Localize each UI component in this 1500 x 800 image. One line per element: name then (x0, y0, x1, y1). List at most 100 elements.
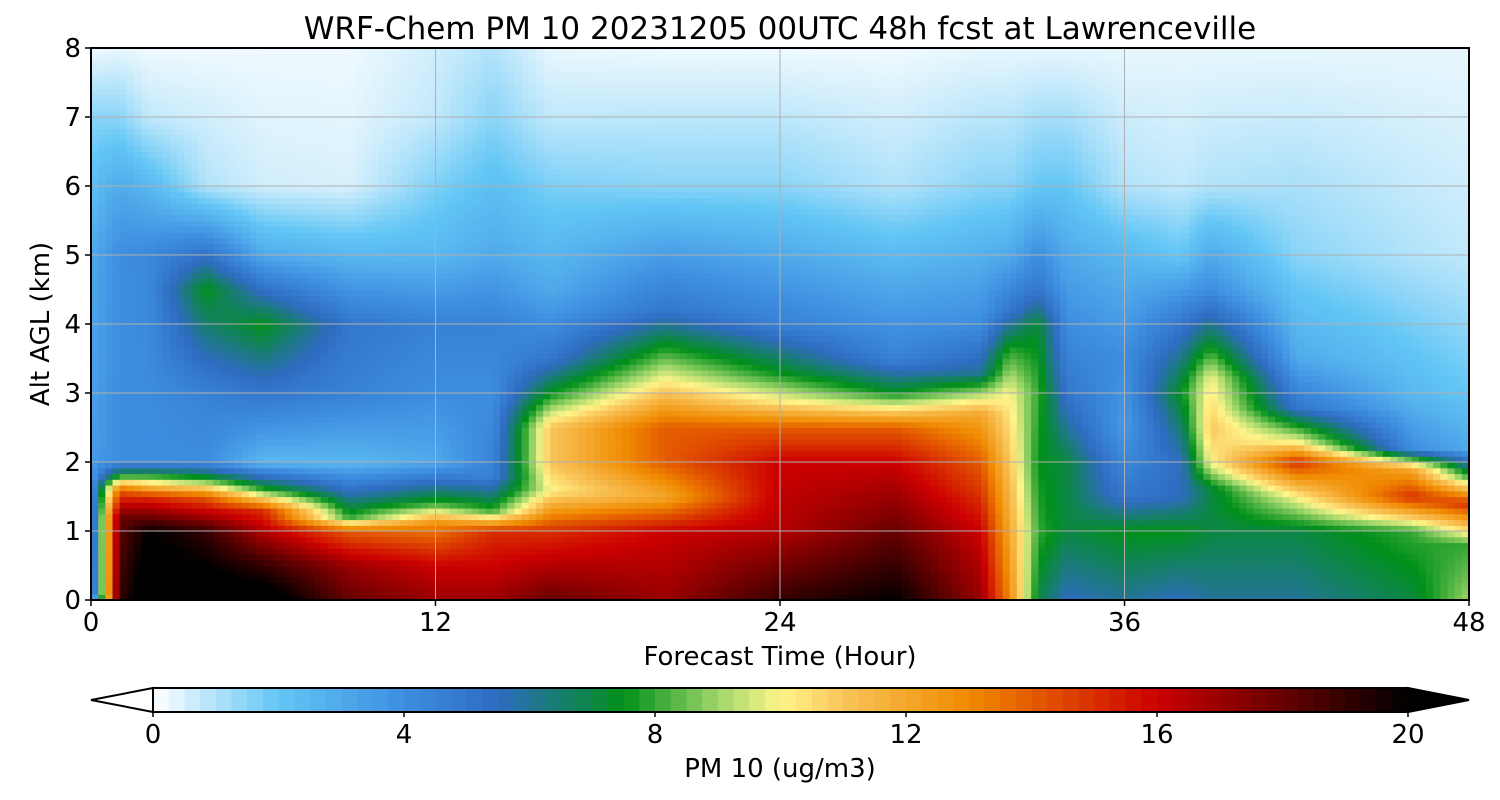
field-cell (327, 588, 336, 595)
field-cell (227, 48, 236, 55)
field-cell (306, 186, 315, 193)
field-cell (457, 99, 465, 107)
field-cell (413, 191, 422, 199)
field-cell (299, 341, 307, 348)
field-cell (270, 220, 279, 227)
field-cell (327, 117, 336, 124)
field-cell (91, 387, 99, 394)
field-cell (263, 542, 272, 549)
field-cell (126, 427, 135, 434)
field-cell (155, 324, 164, 331)
field-cell (277, 76, 286, 84)
field-cell (270, 588, 279, 595)
field-cell (320, 128, 329, 135)
field-cell (363, 278, 372, 285)
field-cell (428, 117, 437, 124)
field-cell (256, 306, 264, 314)
field-cell (327, 513, 336, 521)
field-cell (155, 508, 164, 515)
field-cell (256, 157, 264, 164)
field-cell (234, 197, 243, 204)
field-cell (169, 565, 178, 572)
field-cell (241, 306, 250, 314)
field-cell (248, 48, 257, 55)
field-cell (406, 324, 415, 331)
field-cell (428, 582, 437, 590)
field-cell (313, 232, 322, 239)
field-cell (399, 151, 408, 158)
field-cell (306, 99, 315, 107)
field-cell (349, 289, 358, 296)
field-cell (126, 209, 135, 216)
field-cell (385, 594, 394, 600)
field-cell (385, 203, 394, 210)
field-cell (205, 416, 214, 423)
field-cell (177, 117, 185, 124)
field-cell (177, 197, 185, 204)
field-cell (198, 306, 207, 314)
field-cell (134, 485, 142, 492)
field-cell (349, 88, 358, 95)
field-cell (413, 232, 422, 239)
field-cell (148, 450, 157, 457)
field-cell (126, 191, 135, 199)
field-cell (270, 347, 279, 354)
field-cell (413, 427, 422, 434)
field-cell (449, 502, 458, 509)
field-cell (184, 48, 193, 55)
field-cell (349, 404, 358, 411)
field-cell (169, 249, 178, 256)
field-cell (105, 197, 114, 204)
field-cell (435, 554, 444, 561)
field-cell (162, 255, 171, 262)
field-cell (363, 220, 372, 227)
field-cell (392, 393, 401, 400)
field-cell (91, 243, 99, 250)
field-cell (213, 352, 221, 360)
field-cell (169, 473, 178, 480)
field-cell (248, 301, 257, 308)
field-cell (169, 462, 178, 469)
field-cell (349, 571, 358, 578)
field-cell (112, 531, 121, 538)
field-cell (241, 387, 250, 394)
field-cell (449, 375, 458, 383)
field-cell (119, 559, 128, 567)
field-cell (220, 180, 228, 187)
field-cell (141, 203, 150, 210)
field-cell (277, 237, 286, 245)
field-cell (449, 370, 458, 377)
field-cell (234, 278, 243, 285)
field-cell (155, 283, 164, 291)
field-cell (220, 76, 228, 84)
field-cell (457, 582, 465, 590)
field-cell (234, 588, 243, 595)
field-cell (256, 65, 264, 72)
field-cell (191, 266, 200, 273)
field-cell (435, 94, 444, 101)
field-cell (392, 324, 401, 331)
field-cell (148, 467, 157, 475)
field-cell (421, 232, 429, 239)
field-cell (119, 427, 128, 434)
field-cell (155, 82, 164, 89)
field-cell (335, 479, 343, 486)
field-cell (234, 410, 243, 417)
field-cell (356, 306, 365, 314)
field-cell (248, 53, 257, 61)
field-cell (406, 145, 415, 153)
field-cell (413, 410, 422, 417)
field-cell (227, 358, 236, 365)
field-cell (370, 163, 379, 170)
field-cell (442, 450, 451, 457)
field-cell (148, 398, 157, 406)
field-cell (191, 48, 200, 55)
field-cell (184, 157, 193, 164)
field-cell (169, 370, 178, 377)
field-cell (299, 588, 307, 595)
field-cell (378, 163, 386, 170)
field-cell (241, 479, 250, 486)
field-cell (413, 312, 422, 319)
field-cell (148, 318, 157, 325)
field-cell (378, 157, 386, 164)
